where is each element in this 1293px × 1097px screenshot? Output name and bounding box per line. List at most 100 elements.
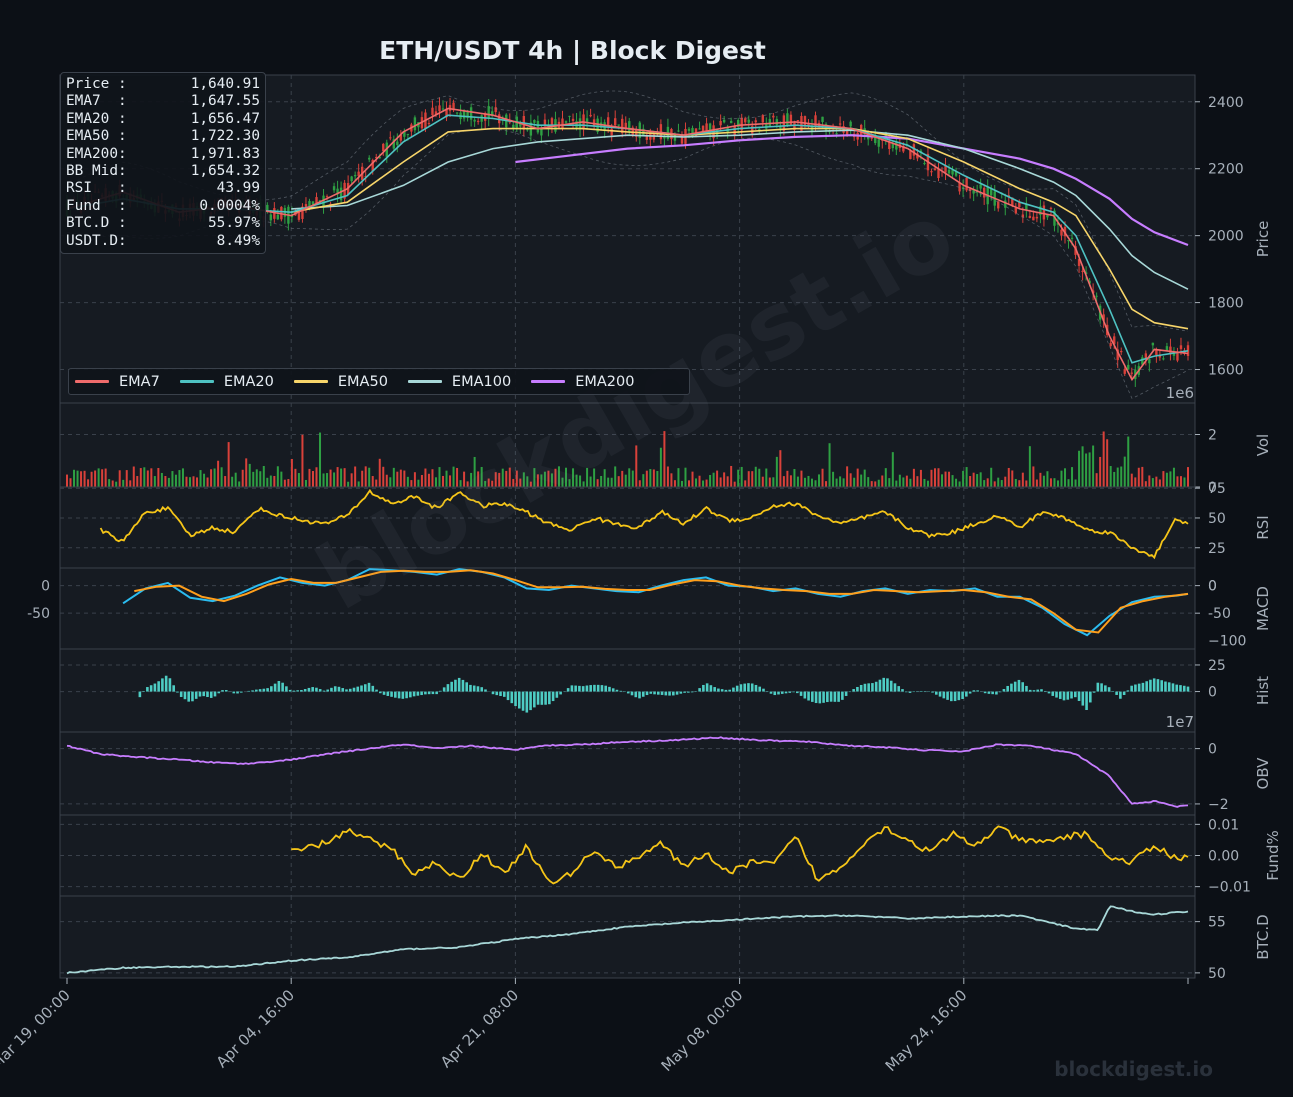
hist-bar: [724, 689, 728, 692]
tick-label-rsi-2: 75: [1208, 481, 1226, 497]
volume-bar: [224, 476, 227, 487]
hist-bar: [262, 688, 266, 692]
hist-bar: [961, 691, 964, 699]
hist-bar: [480, 687, 484, 692]
tick-label-btcd-1: 55: [1208, 915, 1226, 931]
hist-bar: [769, 691, 773, 694]
hist-bar: [360, 685, 363, 692]
hist-bar: [442, 687, 446, 692]
volume-bar: [902, 477, 905, 487]
hist-bar: [874, 681, 878, 692]
hist-bar: [1096, 682, 1100, 692]
hist-bar: [608, 686, 611, 692]
candle-body: [322, 195, 325, 208]
volume-bar: [596, 479, 599, 487]
volume-bar: [329, 469, 332, 487]
volume-bar: [593, 468, 596, 487]
volume-bar: [832, 471, 835, 487]
hist-bar: [965, 691, 968, 697]
candle-body: [909, 150, 912, 159]
volume-bar: [326, 473, 329, 487]
volume-bar: [283, 479, 286, 487]
candle-body: [1141, 357, 1144, 365]
hist-bar: [1111, 691, 1115, 692]
volume-bar: [185, 476, 188, 487]
volume-bar: [603, 469, 606, 487]
hist-bar: [953, 691, 957, 702]
volume-bar: [1113, 471, 1116, 487]
hist-bar: [566, 688, 570, 692]
hist-bar: [198, 691, 202, 697]
candle-body: [758, 128, 761, 130]
candle-body: [427, 123, 431, 125]
volume-bar: [164, 476, 167, 487]
hist-bar: [394, 691, 397, 698]
candle-body: [301, 206, 304, 219]
hist-bar: [1051, 691, 1055, 696]
volume-bar: [519, 478, 522, 487]
volume-bar: [543, 471, 546, 487]
hist-bar: [747, 683, 750, 692]
hist-bar: [1062, 691, 1066, 701]
hist-bar: [315, 687, 318, 692]
volume-bar: [459, 480, 462, 487]
info-row-bb-mid: BB Mid: 1,654.32: [66, 163, 260, 180]
volume-bar: [997, 477, 1000, 487]
volume-bar: [979, 472, 982, 487]
volume-bar: [941, 474, 944, 487]
hist-bar: [149, 685, 153, 692]
volume-bar: [779, 450, 782, 487]
ema-legend: EMA7 EMA20 EMA50 EMA100 EMA200: [68, 368, 690, 395]
volume-bar: [125, 470, 128, 487]
candle-body: [722, 119, 726, 123]
ylabel-price: Price: [1254, 221, 1272, 258]
candle-body: [1077, 259, 1081, 266]
candle-body: [982, 187, 986, 198]
hist-bar: [1043, 690, 1047, 692]
volume-bar: [754, 466, 757, 487]
info-row-ema7: EMA7 :1,647.55: [66, 93, 260, 110]
volume-bar: [1123, 456, 1126, 487]
volume-bar: [751, 471, 754, 487]
ylabel-volume: Vol: [1254, 434, 1272, 456]
volume-bar: [410, 480, 413, 487]
candle-body: [1046, 214, 1049, 218]
volume-bar: [1007, 467, 1010, 487]
info-row-funding: Fund :0.0004%: [66, 197, 260, 214]
volume-bar: [83, 470, 86, 487]
volume-bar: [248, 463, 251, 487]
candle-body: [965, 177, 968, 191]
candle-body: [1169, 346, 1172, 355]
tick-label-obv-0: −2: [1208, 797, 1229, 813]
candle-body: [729, 120, 733, 124]
volume-bar: [1011, 470, 1014, 487]
hist-bar: [1141, 682, 1145, 692]
hist-bar: [1160, 680, 1164, 692]
hist-bar: [1081, 691, 1085, 706]
hist-bar: [251, 690, 254, 692]
volume-bar: [775, 456, 778, 487]
candle-body: [578, 118, 582, 130]
candle-body: [1060, 229, 1063, 236]
hist-bar: [1021, 682, 1025, 692]
hist-bar: [397, 691, 401, 699]
hist-bar: [461, 679, 465, 692]
volume-bar: [385, 474, 388, 487]
hist-bar: [401, 691, 405, 699]
hist-bar: [728, 689, 731, 692]
hist-bar: [1089, 691, 1092, 703]
hist-bar: [217, 691, 221, 694]
volume-bar: [919, 469, 922, 487]
hist-bar: [431, 691, 435, 695]
volume-bar: [1165, 472, 1168, 487]
volume-bar: [607, 477, 610, 487]
hist-bar: [390, 691, 393, 697]
volume-bar: [1130, 473, 1133, 487]
volume-bar: [269, 475, 272, 487]
volume-bar: [157, 467, 160, 487]
volume-bar: [259, 471, 262, 487]
volume-bar: [810, 478, 813, 487]
volume-bar: [796, 476, 799, 487]
volume-bar: [554, 468, 557, 487]
candle-body: [575, 121, 578, 128]
